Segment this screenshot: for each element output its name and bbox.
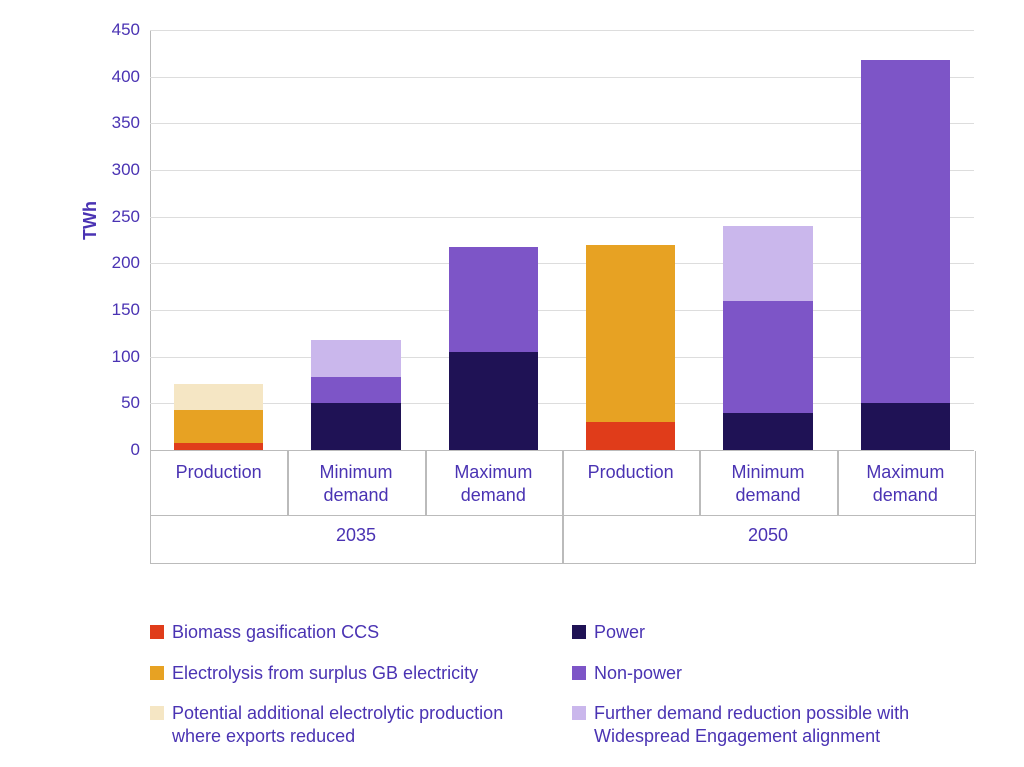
gridline xyxy=(150,123,974,124)
x-axis: ProductionMinimumdemandMaximumdemandProd… xyxy=(150,451,974,591)
legend-label: Biomass gasification CCS xyxy=(172,621,379,644)
bar-segment-further xyxy=(723,226,812,301)
bar-segment-biomass xyxy=(174,443,263,450)
bar-segment-power xyxy=(311,403,400,450)
y-tick-label: 300 xyxy=(90,160,140,180)
gridline xyxy=(150,263,974,264)
x-category-label: Production xyxy=(562,451,699,484)
legend-item-biomass: Biomass gasification CCS xyxy=(150,621,542,644)
y-tick-label: 400 xyxy=(90,67,140,87)
bar-segment-biomass xyxy=(586,422,675,450)
y-tick-label: 350 xyxy=(90,113,140,133)
chart-plot-area: 050100150200250300350400450 xyxy=(150,30,974,451)
x-category-label: Minimumdemand xyxy=(287,451,424,506)
legend-label: Power xyxy=(594,621,645,644)
gridline xyxy=(150,30,974,31)
legend-swatch xyxy=(150,666,164,680)
legend: Biomass gasification CCS Power Electrolysi… xyxy=(150,621,964,747)
x-category-label: Maximumdemand xyxy=(837,451,974,506)
bar-segment-potential xyxy=(174,384,263,410)
bar-segment-power xyxy=(861,403,950,450)
bar-segment-power xyxy=(449,352,538,450)
bar-segment-electrolysis xyxy=(586,245,675,422)
legend-label: Non-power xyxy=(594,662,682,685)
legend-item-power: Power xyxy=(572,621,964,644)
gridline xyxy=(150,403,974,404)
bar-segment-electrolysis xyxy=(174,410,263,443)
gridline xyxy=(150,357,974,358)
bar-segment-nonpower xyxy=(723,301,812,413)
y-tick-label: 100 xyxy=(90,347,140,367)
legend-swatch xyxy=(150,625,164,639)
legend-label: Electrolysis from surplus GB electricity xyxy=(172,662,478,685)
gridline xyxy=(150,217,974,218)
legend-swatch xyxy=(572,625,586,639)
y-tick-label: 50 xyxy=(90,393,140,413)
bar-segment-nonpower xyxy=(311,377,400,403)
y-tick-label: 0 xyxy=(90,440,140,460)
legend-swatch xyxy=(150,706,164,720)
bar xyxy=(311,340,400,450)
x-group-label: 2035 xyxy=(150,515,562,546)
bar-segment-power xyxy=(723,413,812,450)
y-axis-line xyxy=(150,30,151,450)
gridline xyxy=(150,77,974,78)
legend-label: Potential additional electrolytic produc… xyxy=(172,702,542,747)
gridline xyxy=(150,310,974,311)
bar xyxy=(723,226,812,450)
x-category-label: Maximumdemand xyxy=(425,451,562,506)
x-group-label: 2050 xyxy=(562,515,974,546)
bar-segment-nonpower xyxy=(449,247,538,352)
legend-swatch xyxy=(572,706,586,720)
bar-segment-nonpower xyxy=(861,60,950,403)
bar xyxy=(174,384,263,450)
gridline xyxy=(150,170,974,171)
y-tick-label: 250 xyxy=(90,207,140,227)
legend-item-further: Further demand reduction possible with W… xyxy=(572,702,964,747)
legend-swatch xyxy=(572,666,586,680)
y-tick-label: 150 xyxy=(90,300,140,320)
bar xyxy=(586,245,675,450)
bar xyxy=(449,247,538,450)
legend-item-nonpower: Non-power xyxy=(572,662,964,685)
bar-segment-further xyxy=(311,340,400,377)
legend-item-potential: Potential additional electrolytic produc… xyxy=(150,702,542,747)
bar xyxy=(861,60,950,450)
y-tick-label: 450 xyxy=(90,20,140,40)
legend-label: Further demand reduction possible with W… xyxy=(594,702,964,747)
x-category-label: Minimumdemand xyxy=(699,451,836,506)
legend-item-electrolysis: Electrolysis from surplus GB electricity xyxy=(150,662,542,685)
x-category-label: Production xyxy=(150,451,287,484)
y-tick-label: 200 xyxy=(90,253,140,273)
